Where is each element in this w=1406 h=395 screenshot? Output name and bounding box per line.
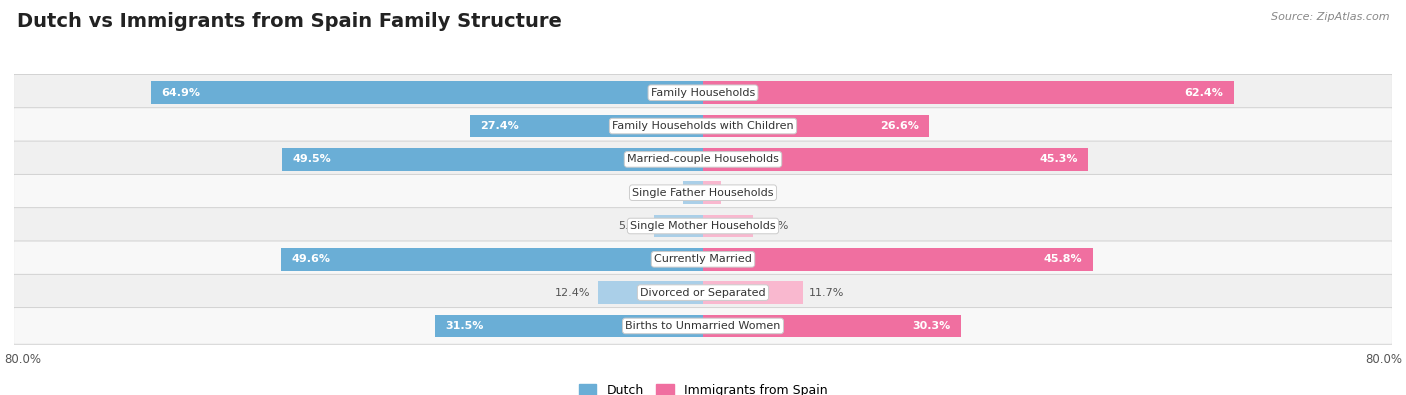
Bar bbox=[434, 315, 703, 337]
Bar bbox=[150, 81, 703, 104]
Text: Births to Unmarried Women: Births to Unmarried Women bbox=[626, 321, 780, 331]
FancyBboxPatch shape bbox=[14, 108, 1392, 145]
Text: 12.4%: 12.4% bbox=[555, 288, 591, 298]
Text: 27.4%: 27.4% bbox=[481, 121, 519, 131]
Bar bbox=[703, 248, 1092, 271]
FancyBboxPatch shape bbox=[14, 208, 1392, 245]
Bar bbox=[703, 214, 754, 237]
Text: Single Father Households: Single Father Households bbox=[633, 188, 773, 198]
Bar bbox=[703, 315, 960, 337]
Text: Single Mother Households: Single Mother Households bbox=[630, 221, 776, 231]
Bar bbox=[703, 81, 1233, 104]
Text: 62.4%: 62.4% bbox=[1185, 88, 1223, 98]
Text: Source: ZipAtlas.com: Source: ZipAtlas.com bbox=[1271, 12, 1389, 22]
FancyBboxPatch shape bbox=[14, 274, 1392, 311]
Bar bbox=[703, 115, 929, 137]
Text: Family Households with Children: Family Households with Children bbox=[612, 121, 794, 131]
FancyBboxPatch shape bbox=[14, 174, 1392, 211]
Text: 45.3%: 45.3% bbox=[1039, 154, 1078, 164]
Text: Married-couple Households: Married-couple Households bbox=[627, 154, 779, 164]
Text: 45.8%: 45.8% bbox=[1043, 254, 1083, 264]
Bar bbox=[682, 181, 703, 204]
Bar bbox=[654, 214, 703, 237]
Bar bbox=[703, 148, 1088, 171]
Text: 2.4%: 2.4% bbox=[647, 188, 676, 198]
Text: Dutch vs Immigrants from Spain Family Structure: Dutch vs Immigrants from Spain Family St… bbox=[17, 12, 562, 31]
Text: 31.5%: 31.5% bbox=[446, 321, 484, 331]
Text: 5.9%: 5.9% bbox=[761, 221, 789, 231]
Text: Family Households: Family Households bbox=[651, 88, 755, 98]
Text: 2.1%: 2.1% bbox=[728, 188, 756, 198]
FancyBboxPatch shape bbox=[14, 74, 1392, 111]
Bar bbox=[470, 115, 703, 137]
Bar bbox=[281, 248, 703, 271]
Text: 49.6%: 49.6% bbox=[291, 254, 330, 264]
FancyBboxPatch shape bbox=[14, 241, 1392, 278]
Text: 26.6%: 26.6% bbox=[880, 121, 920, 131]
Text: Currently Married: Currently Married bbox=[654, 254, 752, 264]
Bar bbox=[283, 148, 703, 171]
Text: 64.9%: 64.9% bbox=[162, 88, 200, 98]
Legend: Dutch, Immigrants from Spain: Dutch, Immigrants from Spain bbox=[574, 379, 832, 395]
Text: 49.5%: 49.5% bbox=[292, 154, 330, 164]
FancyBboxPatch shape bbox=[14, 141, 1392, 178]
Bar bbox=[598, 281, 703, 304]
Bar bbox=[703, 181, 721, 204]
Text: 11.7%: 11.7% bbox=[810, 288, 845, 298]
Text: 5.8%: 5.8% bbox=[619, 221, 647, 231]
Text: 30.3%: 30.3% bbox=[912, 321, 950, 331]
FancyBboxPatch shape bbox=[14, 308, 1392, 344]
Text: Divorced or Separated: Divorced or Separated bbox=[640, 288, 766, 298]
Bar bbox=[703, 281, 803, 304]
